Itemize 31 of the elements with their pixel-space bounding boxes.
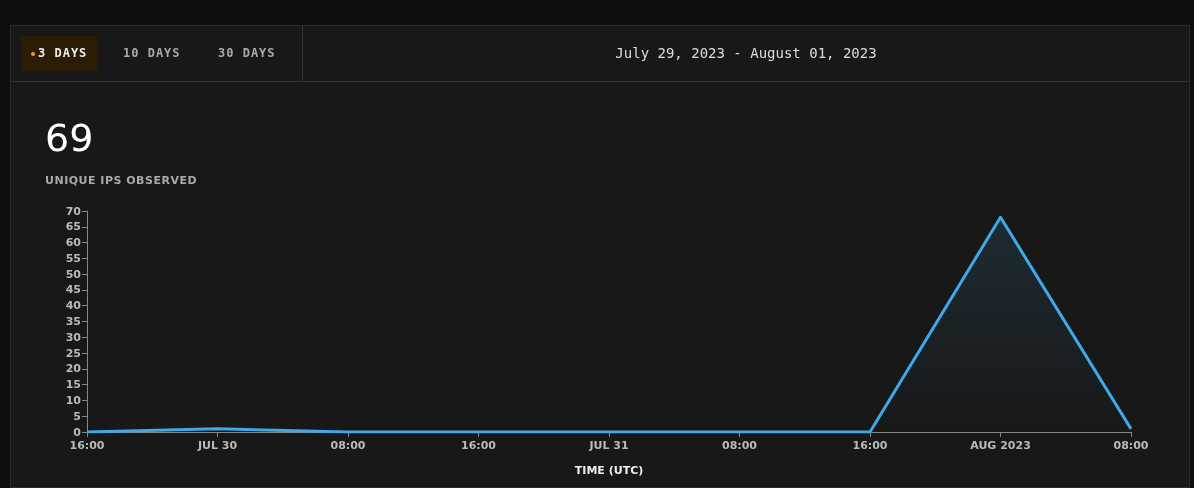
text: July 29, 2023 - August 01, 2023 xyxy=(614,44,878,63)
y-tick-label: 50 xyxy=(65,267,82,281)
y-tick-label: 10 xyxy=(65,393,82,407)
x-tick-label: 08:00 xyxy=(330,439,366,452)
y-tick-label: 5 xyxy=(73,409,81,423)
y-tick-label: 0 xyxy=(73,425,82,439)
x-tick-label: JUL 31 xyxy=(588,439,629,452)
x-tick-label: JUL 30 xyxy=(196,439,238,452)
x-tick-label: 16:00 xyxy=(460,439,497,452)
y-tick-label: 15 xyxy=(65,378,81,392)
x-tick-label: 08:00 xyxy=(1113,439,1149,452)
chart-subtitle: UNIQUE IPS OBSERVED xyxy=(45,174,198,187)
y-tick-label: 35 xyxy=(65,315,81,328)
text: 10 DAYS xyxy=(122,45,182,62)
x-axis-title: TIME (UTC) xyxy=(574,464,644,477)
y-tick-label: 45 xyxy=(65,283,81,297)
y-tick-label: 20 xyxy=(65,362,82,376)
y-tick-label: 40 xyxy=(65,299,82,313)
text: 30 DAYS xyxy=(217,45,277,62)
x-tick-label: 16:00 xyxy=(852,439,888,452)
y-tick-label: 55 xyxy=(65,251,81,265)
chart-title: 69 xyxy=(45,116,94,160)
y-tick-label: 30 xyxy=(65,330,82,344)
y-tick-label: 25 xyxy=(65,346,81,360)
x-tick-label: AUG 2023 xyxy=(970,439,1031,452)
y-tick-label: 65 xyxy=(65,220,81,234)
x-tick-label: 08:00 xyxy=(721,439,758,452)
y-tick-label: 60 xyxy=(65,236,82,250)
y-tick-label: 70 xyxy=(65,204,82,218)
x-tick-label: 16:00 xyxy=(69,439,105,452)
text: 3 DAYS xyxy=(21,36,98,71)
